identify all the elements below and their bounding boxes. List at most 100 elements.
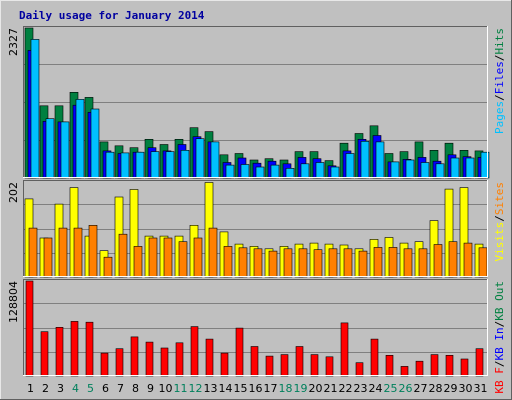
legend-label: Pages/Files/Hits <box>493 28 506 134</box>
x-tick-day-4: 4 <box>72 382 79 395</box>
bar-sites-day-5 <box>88 225 98 278</box>
x-tick-day-31: 31 <box>474 382 488 395</box>
bar-pages-day-12 <box>195 138 205 179</box>
x-tick-day-14: 14 <box>219 382 233 395</box>
bar-pages-day-21 <box>330 166 340 179</box>
bar-kb-f-day-19 <box>295 346 304 377</box>
bar-sites-day-16 <box>253 248 263 278</box>
bar-sites-day-14 <box>223 246 233 278</box>
bar-sites-day-9 <box>148 237 158 278</box>
bar-kb-f-day-23 <box>355 362 364 377</box>
bar-sites-day-27 <box>418 248 428 278</box>
bar-pages-day-2 <box>45 118 55 179</box>
legend-separator: / <box>493 361 506 368</box>
bar-sites-day-25 <box>388 247 398 278</box>
bar-kb-f-day-26 <box>400 366 409 377</box>
bar-kb-f-day-3 <box>55 326 64 377</box>
x-tick-day-2: 2 <box>42 382 49 395</box>
bar-pages-day-14 <box>225 164 235 179</box>
bar-pages-day-3 <box>60 121 70 179</box>
x-tick-day-16: 16 <box>249 382 263 395</box>
bar-sites-day-6 <box>103 256 113 278</box>
legend-item-kb-in: KB In <box>493 327 506 360</box>
bar-sites-day-3 <box>58 227 68 278</box>
legend-separator: / <box>493 94 506 101</box>
bar-sites-day-8 <box>133 246 143 278</box>
bar-pages-day-4 <box>75 99 85 179</box>
x-tick-day-18: 18 <box>279 382 293 395</box>
legend-label: Visits/Sites <box>493 182 506 262</box>
bar-kb-f-day-25 <box>385 354 394 377</box>
x-tick-day-9: 9 <box>147 382 154 395</box>
x-tick-day-5: 5 <box>87 382 94 395</box>
bar-kb-f-day-18 <box>280 354 289 377</box>
bar-pages-day-16 <box>255 166 265 179</box>
x-tick-day-23: 23 <box>354 382 368 395</box>
bar-kb-f-day-30 <box>460 358 469 377</box>
legend-item-files: Files <box>493 61 506 94</box>
bar-sites-day-11 <box>178 241 188 278</box>
x-tick-day-25: 25 <box>384 382 398 395</box>
bar-kb-f-day-28 <box>430 354 439 377</box>
bar-kb-f-day-20 <box>310 354 319 377</box>
bar-kb-f-day-2 <box>40 331 49 377</box>
bar-kb-f-day-21 <box>325 356 334 377</box>
bar-sites-day-17 <box>268 250 278 278</box>
bar-kb-f-day-4 <box>70 321 79 377</box>
bar-kb-f-day-9 <box>145 341 154 377</box>
bar-sites-day-28 <box>433 244 443 278</box>
x-tick-day-8: 8 <box>132 382 139 395</box>
bar-kb-f-day-24 <box>370 338 379 377</box>
bar-pages-day-9 <box>150 151 160 179</box>
series-kb-f <box>25 280 484 377</box>
bar-pages-day-11 <box>180 150 190 179</box>
bar-sites-day-31 <box>478 247 488 278</box>
legend-item-kb-f: KB F <box>493 367 506 394</box>
x-tick-day-7: 7 <box>117 382 124 395</box>
bar-sites-day-30 <box>463 242 473 278</box>
bar-sites-day-10 <box>163 237 173 278</box>
bar-kb-f-day-11 <box>175 342 184 377</box>
legend-separator: / <box>493 321 506 328</box>
bar-pages-day-18 <box>285 168 295 179</box>
x-tick-day-24: 24 <box>369 382 383 395</box>
bar-kb-f-day-5 <box>85 321 94 377</box>
bar-sites-day-26 <box>403 248 413 278</box>
chart-panels: 2327Pages/Files/Hits202Visits/Sites12880… <box>7 26 506 394</box>
bar-kb-f-day-27 <box>415 360 424 377</box>
bar-sites-day-23 <box>358 250 368 278</box>
bar-sites-day-4 <box>73 227 83 278</box>
bar-pages-day-29 <box>450 157 460 179</box>
x-tick-day-3: 3 <box>57 382 64 395</box>
x-tick-day-13: 13 <box>204 382 218 395</box>
bar-pages-day-7 <box>120 152 130 179</box>
bar-pages-day-5 <box>90 108 100 179</box>
bar-sites-day-24 <box>373 247 383 278</box>
x-tick-day-11: 11 <box>174 382 188 395</box>
bar-kb-f-day-13 <box>205 338 214 377</box>
x-tick-day-22: 22 <box>339 382 353 395</box>
bar-sites-day-13 <box>208 227 218 278</box>
bar-pages-day-24 <box>375 141 385 179</box>
x-tick-day-19: 19 <box>294 382 308 395</box>
x-tick-day-10: 10 <box>159 382 173 395</box>
chart-title: Daily usage for January 2014 <box>19 9 205 22</box>
legend-item-hits: Hits <box>493 28 506 55</box>
bar-sites-day-19 <box>298 248 308 278</box>
bar-pages-day-23 <box>360 141 370 179</box>
bar-sites-day-15 <box>238 247 248 278</box>
bar-pages-day-1 <box>30 39 40 179</box>
x-tick-day-15: 15 <box>234 382 248 395</box>
x-tick-day-17: 17 <box>264 382 278 395</box>
bar-pages-day-13 <box>210 141 220 179</box>
bar-kb-f-day-7 <box>115 348 124 377</box>
legend-item-pages: Pages <box>493 101 506 134</box>
bar-pages-day-6 <box>105 151 115 179</box>
x-axis-tick-labels: 1 2 3 4 5 6 7 8 9 10 11 12 13 14 15 16 17 18 19 20 21 22 23 24 2… <box>27 382 488 395</box>
bar-pages-day-28 <box>435 163 445 179</box>
legend-separator: / <box>493 215 506 222</box>
bar-kb-f-day-22 <box>340 322 349 377</box>
